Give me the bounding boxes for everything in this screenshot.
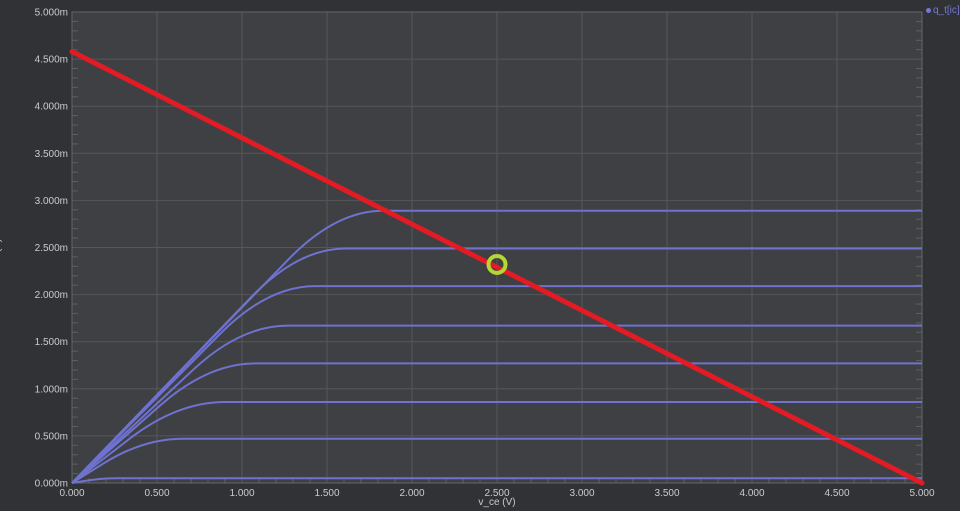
x-tick-label: 4.500 [824, 488, 849, 499]
x-tick-label: 1.000 [229, 488, 254, 499]
y-tick-label: 2.000m [35, 290, 68, 301]
x-tick-label: 2.000 [399, 488, 424, 499]
y-tick-label: 5.000m [35, 8, 68, 19]
load-line [69, 49, 925, 486]
x-tick-label: 4.000 [739, 488, 764, 499]
y-tick-label: 1.000m [35, 384, 68, 395]
y-tick-label: 3.500m [35, 149, 68, 160]
x-tick-label: 2.500 [484, 488, 509, 499]
y-tick-label: 2.500m [35, 243, 68, 254]
y-tick-label: 0.500m [35, 431, 68, 442]
iv-curve [71, 324, 922, 484]
x-tick-label: 1.500 [314, 488, 339, 499]
iv-curve [71, 437, 922, 484]
y-tick-label: 0.000m [35, 479, 68, 490]
legend-bullet-icon [926, 8, 931, 13]
legend-label: q_t[ic] [933, 5, 960, 16]
iv-curve [71, 362, 922, 484]
iv-curve [71, 400, 922, 484]
operating-point-marker[interactable] [486, 253, 508, 275]
y-tick-label: 4.500m [35, 55, 68, 66]
x-tick-label: 3.000 [569, 488, 594, 499]
legend-item[interactable]: q_t[ic] [926, 5, 960, 16]
iv-curve [71, 477, 922, 484]
y-tick-label: 3.000m [35, 196, 68, 207]
iv-curve [71, 247, 922, 484]
x-tick-label: 3.500 [654, 488, 679, 499]
x-tick-label: 5.000 [909, 488, 934, 499]
y-axis-label: (A) [0, 238, 4, 253]
y-tick-label: 1.500m [35, 337, 68, 348]
y-tick-label: 4.000m [35, 102, 68, 113]
x-axis-label: v_ce (V) [478, 497, 516, 508]
iv-curve [71, 285, 922, 484]
x-tick-label: 0.000 [59, 488, 84, 499]
x-tick-label: 0.500 [144, 488, 169, 499]
iv-curve [71, 209, 922, 484]
